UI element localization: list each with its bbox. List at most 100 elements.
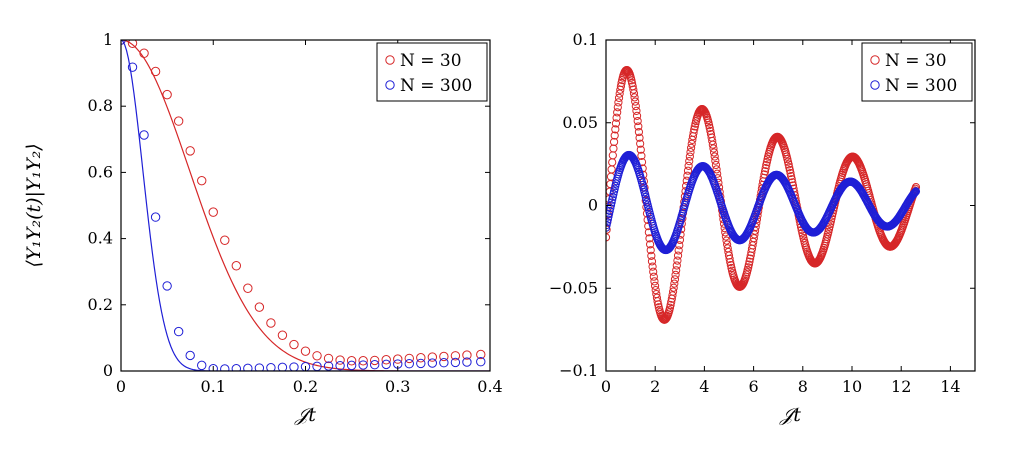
data-point <box>404 353 414 364</box>
data-point <box>646 246 655 255</box>
data-point <box>690 125 699 134</box>
data-point <box>243 283 253 293</box>
data-point <box>277 362 288 371</box>
fit-curve-1 <box>121 40 490 371</box>
x-tick-label: 12 <box>891 377 911 396</box>
data-point <box>651 285 660 295</box>
data-point <box>633 116 642 126</box>
data-point <box>609 144 618 153</box>
data-point <box>335 355 345 365</box>
x-tick-label: 14 <box>940 377 960 396</box>
data-point <box>711 156 720 165</box>
data-point <box>220 235 230 245</box>
data-point <box>761 163 770 173</box>
data-point <box>785 163 794 172</box>
data-point <box>669 283 678 292</box>
data-point <box>631 102 640 111</box>
data-point <box>712 165 721 174</box>
data-point <box>139 48 149 58</box>
data-point <box>150 66 161 77</box>
data-point <box>685 157 694 166</box>
data-point <box>646 240 655 249</box>
data-point <box>668 287 678 296</box>
data-point <box>672 261 681 270</box>
data-point <box>787 171 796 181</box>
data-point <box>254 302 265 312</box>
data-point <box>476 357 486 367</box>
data-point <box>637 151 646 160</box>
data-point <box>617 78 626 88</box>
data-point <box>127 62 138 72</box>
legend-label: N = 300 <box>400 76 472 96</box>
legend: N = 30 N = 300 <box>376 42 488 102</box>
data-point <box>450 357 461 368</box>
data-point <box>231 261 242 271</box>
data-point <box>700 106 709 115</box>
series-0 <box>606 66 921 324</box>
data-point <box>335 361 345 371</box>
data-point <box>346 360 357 371</box>
y-tick-label: 0.4 <box>88 229 113 248</box>
data-point <box>650 277 659 286</box>
legend-marker <box>870 80 880 90</box>
y-tick-label: 0.1 <box>573 30 598 49</box>
data-point <box>674 246 683 255</box>
data-point <box>289 339 299 350</box>
data-point <box>911 187 921 196</box>
data-point <box>634 122 643 131</box>
data-point <box>610 131 619 140</box>
data-point <box>616 82 626 91</box>
data-point <box>185 146 195 156</box>
data-point <box>208 207 218 217</box>
data-point <box>673 251 683 260</box>
data-point <box>636 145 645 154</box>
x-axis-label: 𝒥t <box>779 404 801 426</box>
data-point <box>381 359 391 370</box>
legend-marker <box>385 55 395 65</box>
data-point <box>381 355 391 365</box>
y-tick-label: −0.1 <box>559 361 598 380</box>
data-point <box>634 127 644 137</box>
data-point <box>685 152 694 161</box>
data-point <box>631 97 640 106</box>
data-point <box>760 170 769 179</box>
data-point <box>369 355 380 366</box>
data-point <box>462 350 472 360</box>
data-point <box>786 168 795 178</box>
data-point <box>162 281 172 291</box>
data-point <box>673 256 682 265</box>
data-point <box>686 148 695 157</box>
data-point <box>358 356 368 366</box>
data-point <box>722 236 731 245</box>
data-point <box>243 363 253 371</box>
data-point <box>254 363 265 371</box>
x-tick-label: 4 <box>699 377 709 396</box>
data-point <box>653 297 662 306</box>
data-point <box>162 89 172 100</box>
y-tick-label: 0.05 <box>562 113 598 132</box>
data-point <box>197 175 207 186</box>
data-point <box>613 108 622 117</box>
legend-box <box>861 42 973 102</box>
x-tick-label: 0.4 <box>477 377 502 396</box>
data-point <box>369 360 380 370</box>
data-point <box>613 103 622 112</box>
data-point <box>358 360 368 370</box>
data-point <box>910 188 919 197</box>
data-point <box>726 258 735 267</box>
data-point <box>636 139 645 148</box>
data-point <box>289 362 299 371</box>
data-point <box>911 187 920 197</box>
data-point <box>632 111 642 120</box>
data-point <box>725 254 734 264</box>
legend-label: N = 30 <box>885 51 947 71</box>
legend-label: N = 30 <box>400 51 462 71</box>
data-point <box>635 133 644 142</box>
data-point <box>630 93 639 102</box>
data-point <box>710 152 719 161</box>
data-point <box>629 85 638 94</box>
data-point <box>706 126 715 136</box>
data-point <box>654 300 663 309</box>
data-point <box>323 353 334 364</box>
